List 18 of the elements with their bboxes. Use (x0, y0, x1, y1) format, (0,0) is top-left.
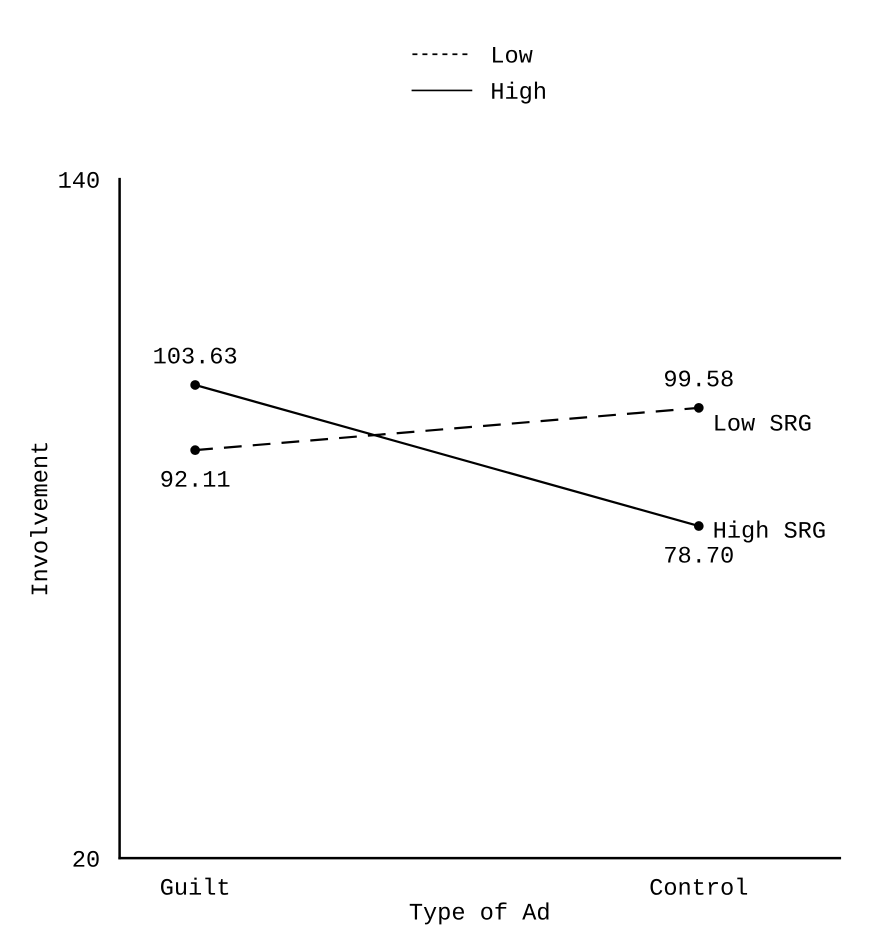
point (190, 445, 200, 455)
y-axis-title: Involvement (30, 443, 48, 594)
data-label: 99.58 (665, 370, 733, 387)
x-tick-label: Control (650, 878, 748, 895)
legend-label: High (492, 82, 545, 104)
point (694, 521, 704, 531)
y-tick-label: 20 (73, 850, 99, 867)
x-axis-title: Type of Ad (410, 902, 548, 924)
data-label: 92.11 (161, 470, 230, 487)
point (694, 403, 704, 413)
point (190, 380, 200, 390)
data-label: 78.70 (665, 546, 733, 563)
data-label: 103.63 (154, 348, 236, 364)
legend-label: Low (493, 46, 533, 63)
y-tick-label: 140 (59, 172, 99, 188)
annotation: High SRG (714, 520, 825, 543)
x-tick-label: Guilt (161, 878, 228, 895)
annotation: Low SRG (715, 414, 810, 431)
